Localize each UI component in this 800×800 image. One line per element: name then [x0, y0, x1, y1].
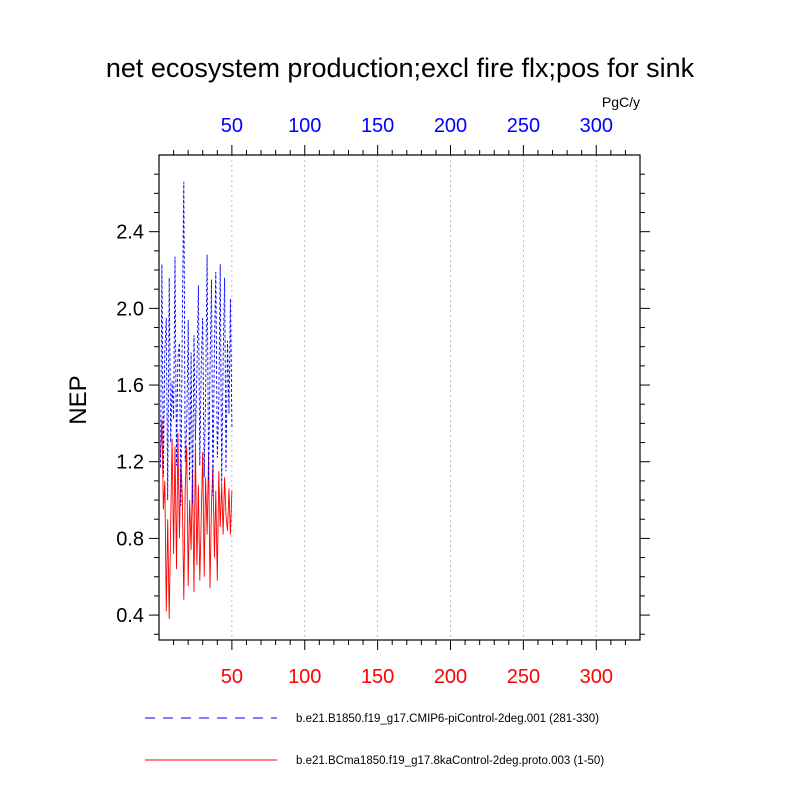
x-tick-label-bottom: 50: [221, 666, 243, 688]
chart-title: net ecosystem production;excl fire flx;p…: [106, 53, 695, 83]
y-tick-label: 1.6: [116, 375, 144, 397]
y-tick-label: 0.8: [116, 528, 144, 550]
plot-frame: [158, 154, 641, 641]
y-axis-label: NEP: [65, 375, 92, 424]
x-tick-label-top: 200: [434, 115, 467, 137]
x-tick-label-bottom: 200: [434, 666, 467, 688]
tick-labels: 50 50 100 100 150 150 200 200 250 250 300 300 0.4 0.8…: [116, 115, 613, 688]
x-tick-label-top: 250: [507, 115, 540, 137]
y-tick-label: 2.0: [116, 298, 144, 320]
x-tick-label-bottom: 150: [361, 666, 394, 688]
x-tick-label-top: 150: [361, 115, 394, 137]
legend-label-blue: b.e21.B1850.f19_g17.CMIP6-piControl-2deg…: [296, 713, 599, 725]
x-tick-label-bottom: 100: [288, 666, 321, 688]
legend: b.e21.B1850.f19_g17.CMIP6-piControl-2deg…: [145, 713, 604, 767]
series-line-blue: [160, 181, 233, 506]
x-tick-label-bottom: 250: [507, 666, 540, 688]
units-label: PgC/y: [602, 94, 640, 110]
x-tick-label-top: 100: [288, 115, 321, 137]
x-gridlines: [231, 155, 597, 640]
y-tick-label: 0.4: [116, 605, 144, 627]
series-lines: [160, 181, 233, 619]
legend-label-red: b.e21.BCma1850.f19_g17.8kaControl-2deg.p…: [296, 755, 604, 767]
y-tick-label: 1.2: [116, 452, 144, 474]
y-tick-label: 2.4: [116, 222, 144, 244]
x-tick-label-top: 300: [580, 115, 613, 137]
axis-ticks: [149, 145, 650, 650]
x-tick-label-bottom: 300: [580, 666, 613, 688]
x-tick-label-top: 50: [221, 115, 243, 137]
series-line-red: [160, 419, 233, 619]
